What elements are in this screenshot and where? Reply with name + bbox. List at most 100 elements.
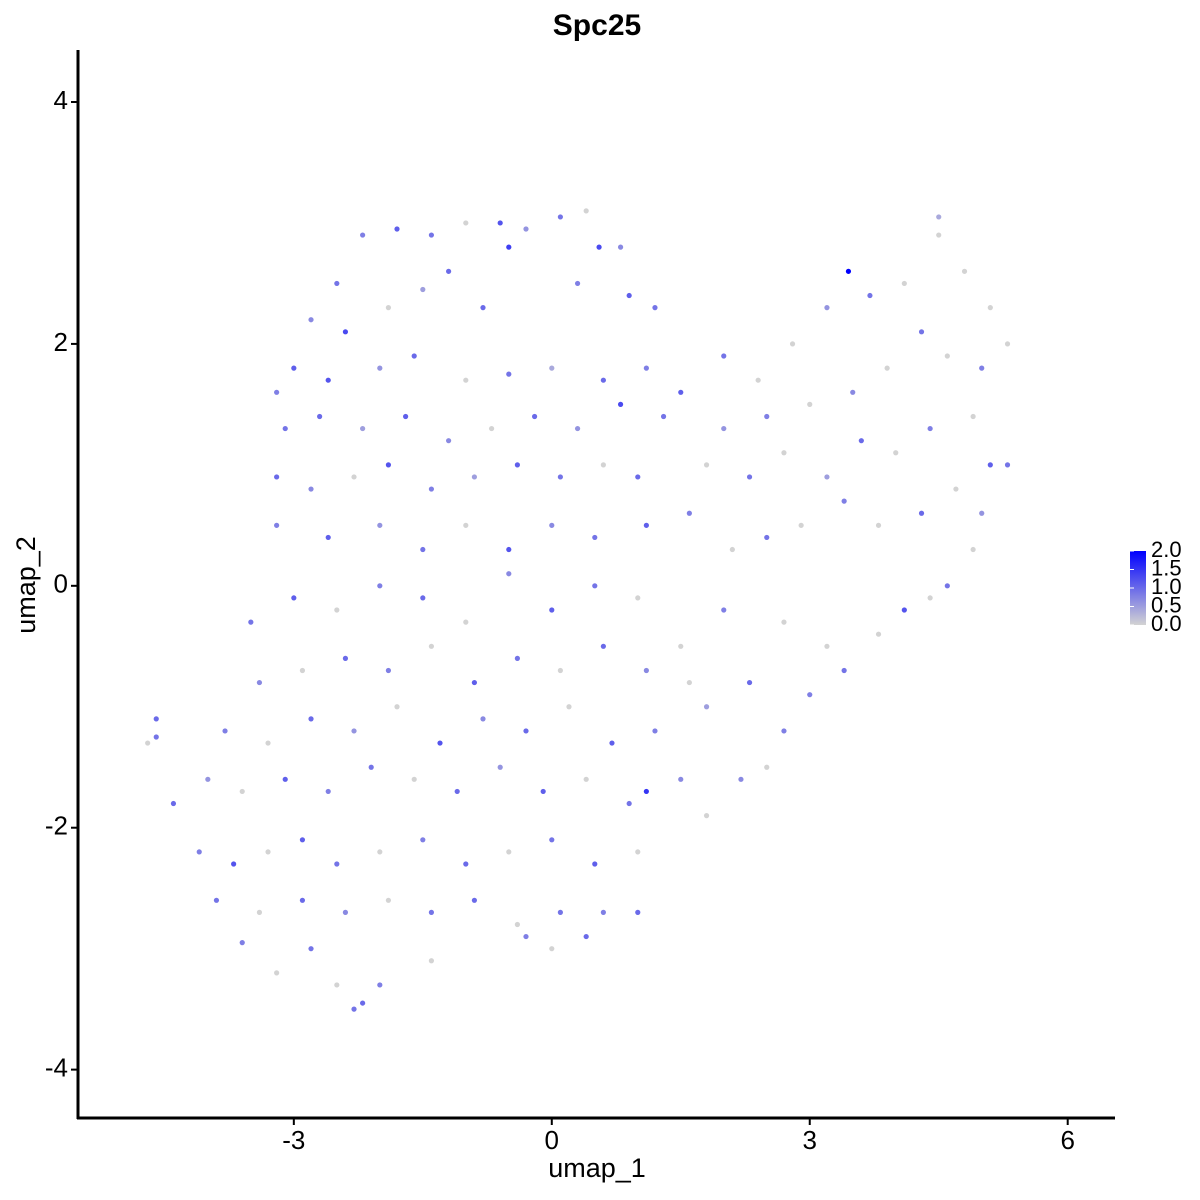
point — [342, 655, 349, 661]
point — [523, 728, 529, 734]
point — [437, 740, 443, 746]
point — [351, 728, 357, 734]
point — [635, 909, 641, 915]
point — [1004, 462, 1011, 468]
point — [377, 365, 383, 371]
point — [652, 728, 658, 734]
point — [617, 401, 624, 407]
point — [884, 365, 890, 371]
point — [858, 438, 864, 444]
x-tick-label: -3 — [282, 1125, 305, 1155]
point — [721, 425, 727, 432]
point — [824, 305, 830, 311]
point — [781, 619, 787, 625]
point — [428, 909, 435, 915]
point — [617, 244, 624, 250]
point — [514, 921, 520, 928]
point — [652, 305, 658, 311]
point — [342, 329, 349, 335]
point — [936, 232, 942, 238]
point — [334, 607, 340, 613]
y-axis-label: umap_2 — [11, 536, 41, 634]
point — [385, 897, 392, 903]
point — [789, 341, 796, 347]
colorbar-tick-label: 0.5 — [1151, 592, 1182, 617]
point — [256, 679, 263, 686]
point — [394, 226, 400, 232]
point — [798, 522, 804, 528]
point — [807, 401, 813, 407]
point — [368, 764, 374, 770]
point — [497, 764, 503, 770]
point — [678, 776, 684, 782]
point — [377, 583, 383, 589]
point — [944, 353, 950, 359]
point — [549, 365, 555, 371]
point — [845, 268, 852, 274]
point — [265, 740, 271, 746]
point — [377, 522, 383, 528]
point — [901, 607, 907, 613]
point — [360, 425, 366, 432]
point — [841, 667, 847, 674]
point — [523, 226, 529, 232]
point — [549, 946, 555, 952]
point — [867, 292, 873, 299]
point — [334, 982, 340, 988]
point — [377, 982, 383, 988]
point — [643, 788, 649, 795]
point — [918, 329, 925, 335]
point — [334, 280, 340, 287]
point — [523, 933, 529, 940]
points — [145, 208, 1011, 1012]
point — [875, 522, 882, 528]
point — [678, 643, 684, 649]
point — [446, 438, 452, 444]
point — [557, 909, 563, 915]
y-tick-label: 4 — [54, 85, 68, 115]
point — [592, 534, 598, 541]
point — [420, 286, 426, 293]
point — [953, 486, 959, 492]
point — [850, 389, 856, 395]
point — [574, 280, 581, 287]
point — [299, 837, 306, 843]
point — [385, 462, 392, 468]
point — [282, 776, 288, 782]
point — [463, 377, 469, 383]
point — [480, 305, 486, 311]
point — [549, 837, 555, 843]
point — [592, 861, 598, 867]
point — [746, 474, 753, 480]
point — [600, 643, 606, 649]
point — [781, 728, 787, 734]
point — [557, 474, 563, 480]
point — [299, 667, 306, 674]
point — [635, 849, 641, 855]
point — [549, 607, 555, 613]
point — [987, 305, 993, 311]
point — [471, 897, 477, 903]
point — [755, 377, 761, 383]
point — [643, 667, 649, 674]
point — [463, 522, 469, 528]
point — [480, 716, 486, 722]
y-tick-label: -2 — [45, 811, 68, 841]
point — [385, 305, 392, 311]
point — [918, 510, 925, 516]
point — [222, 728, 228, 734]
point — [506, 546, 512, 553]
point — [678, 389, 684, 395]
point — [265, 849, 271, 855]
point — [600, 462, 606, 468]
y-tick-label: -4 — [45, 1052, 68, 1082]
point — [308, 486, 314, 492]
colorbar-tick-label: 2.0 — [1151, 537, 1182, 562]
point — [764, 413, 770, 420]
point — [841, 498, 847, 504]
point — [342, 909, 349, 915]
point — [592, 583, 598, 589]
point — [274, 474, 280, 480]
point — [351, 1006, 357, 1012]
point — [471, 679, 477, 686]
